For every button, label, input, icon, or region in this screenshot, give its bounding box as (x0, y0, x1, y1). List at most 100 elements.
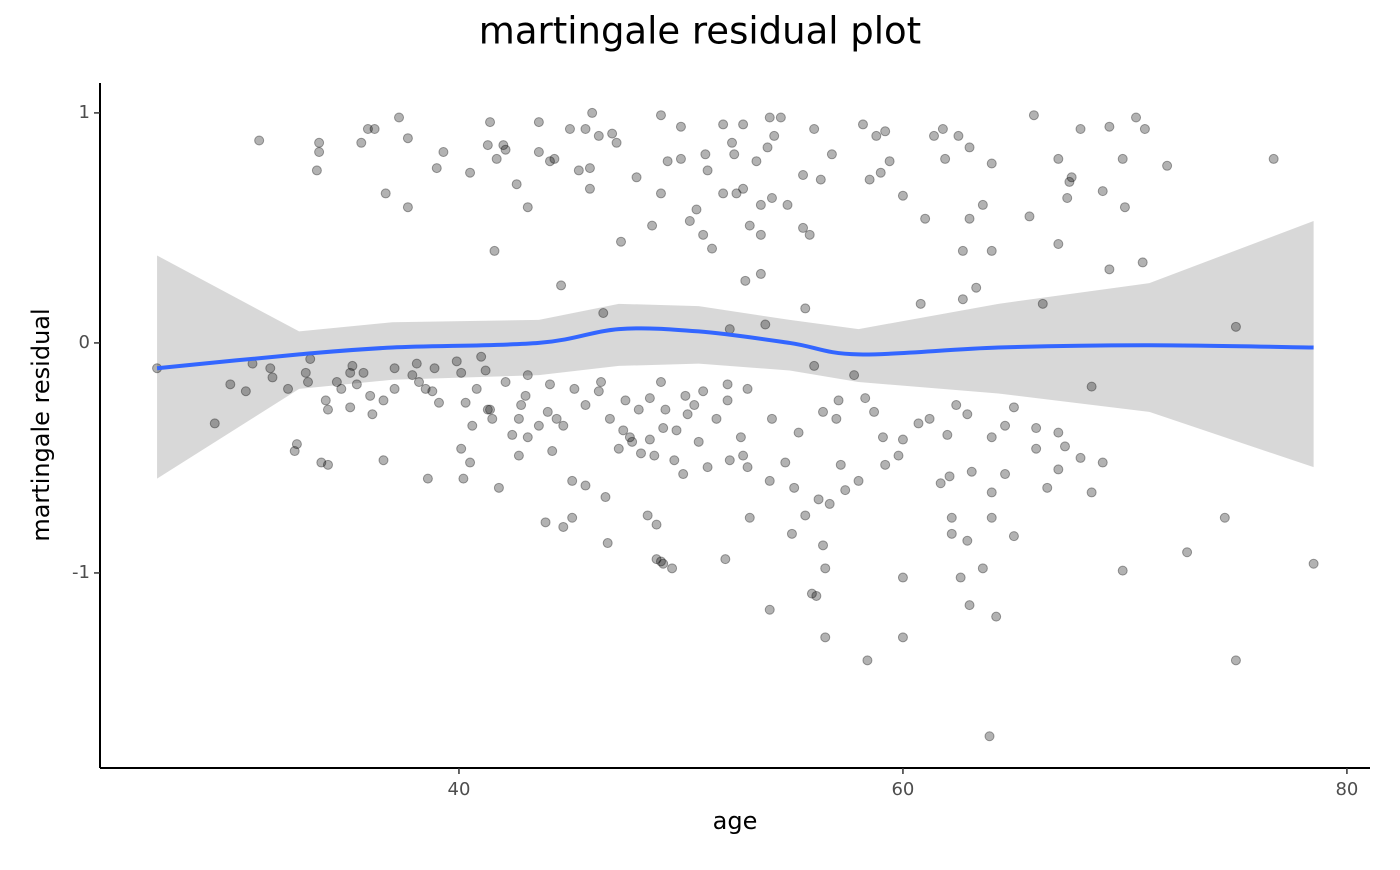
data-point (929, 130, 940, 141)
data-point (540, 517, 551, 528)
data-point (962, 409, 973, 420)
data-point (655, 377, 666, 388)
data-point (924, 413, 935, 424)
data-point (849, 370, 860, 381)
data-point (500, 144, 511, 155)
data-point (818, 406, 829, 417)
data-point (593, 386, 604, 397)
data-point (953, 130, 964, 141)
data-point (289, 446, 300, 457)
data-point (986, 487, 997, 498)
data-point (718, 119, 729, 130)
data-point (864, 174, 875, 185)
data-point (675, 121, 686, 132)
data-point (678, 469, 689, 480)
data-point (667, 563, 678, 574)
data-point (438, 147, 449, 158)
data-point (1037, 298, 1048, 309)
data-point (1137, 257, 1148, 268)
data-point (644, 434, 655, 445)
data-point (946, 512, 957, 523)
data-point (755, 199, 766, 210)
data-point (584, 183, 595, 194)
data-point (587, 107, 598, 118)
data-point (1066, 172, 1077, 183)
data-point (880, 459, 891, 470)
data-point (700, 149, 711, 160)
data-point (1219, 512, 1230, 523)
data-point (303, 377, 314, 388)
smooth-line (156, 326, 1314, 371)
data-point (707, 243, 718, 254)
data-point (720, 554, 731, 565)
data-point (1086, 381, 1097, 392)
data-point (655, 188, 666, 199)
data-point (915, 298, 926, 309)
data-point (722, 379, 733, 390)
data-point (1119, 202, 1130, 213)
data-point (738, 183, 749, 194)
data-point (760, 319, 771, 330)
data-point (655, 556, 666, 567)
data-point (513, 450, 524, 461)
data-point (567, 475, 578, 486)
data-point (798, 170, 809, 181)
x-tick-label: 60 (891, 779, 914, 800)
data-point (314, 147, 325, 158)
data-point (744, 512, 755, 523)
data-point (1059, 441, 1070, 452)
data-point (727, 137, 738, 148)
data-point (897, 434, 908, 445)
data-point (764, 604, 775, 615)
data-point (389, 383, 400, 394)
data-point (365, 390, 376, 401)
data-point (869, 406, 880, 417)
data-point (1268, 153, 1279, 164)
data-point (367, 409, 378, 420)
data-point (658, 558, 669, 569)
data-point (600, 492, 611, 503)
y-tick-label: -1 (72, 562, 90, 583)
data-point (616, 236, 627, 247)
data-point (815, 174, 826, 185)
data-point (986, 245, 997, 256)
data-point (598, 308, 609, 319)
data-point (986, 512, 997, 523)
data-point (305, 354, 316, 365)
data-point (569, 383, 580, 394)
data-point (809, 124, 820, 135)
data-point (556, 280, 567, 291)
data-point (951, 400, 962, 411)
data-point (655, 110, 666, 121)
data-point (491, 153, 502, 164)
data-point (740, 275, 751, 286)
data-point (467, 420, 478, 431)
data-point (558, 521, 569, 532)
data-point (429, 363, 440, 374)
data-point (897, 572, 908, 583)
data-point (782, 199, 793, 210)
data-point (1062, 193, 1073, 204)
data-point (489, 245, 500, 256)
data-point (751, 156, 762, 167)
data-point (702, 462, 713, 473)
data-point (940, 153, 951, 164)
data-point (498, 140, 509, 151)
data-point (764, 475, 775, 486)
data-point (800, 510, 811, 521)
data-point (860, 393, 871, 404)
data-point (611, 137, 622, 148)
data-point (465, 167, 476, 178)
data-point (955, 572, 966, 583)
data-point (533, 420, 544, 431)
data-point (558, 420, 569, 431)
data-point (1031, 443, 1042, 454)
data-point (1075, 452, 1086, 463)
data-point (316, 457, 327, 468)
data-point (607, 128, 618, 139)
data-point (225, 379, 236, 390)
data-point (1042, 482, 1053, 493)
data-point (884, 156, 895, 167)
data-point (516, 400, 527, 411)
